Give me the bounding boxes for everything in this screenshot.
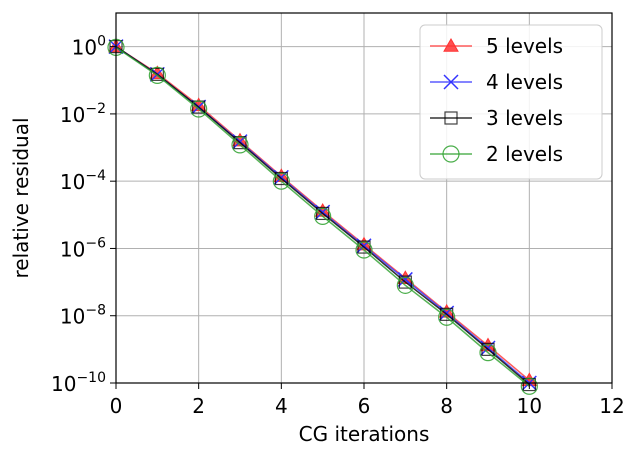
x-tick-label: 8 (440, 394, 453, 418)
legend-marker (444, 111, 458, 125)
legend-item: 2 levels (430, 142, 563, 166)
x-tick-label: 4 (275, 394, 288, 418)
legend-label: 4 levels (486, 70, 563, 94)
legend: 5 levels 4 levels 3 levels 2 levels (419, 24, 603, 180)
marker-stroke (397, 271, 413, 287)
legend-marker (442, 145, 460, 163)
legend-item: 4 levels (430, 70, 563, 94)
y-tick-label: 10−8 (60, 303, 106, 329)
marker-stroke (443, 74, 459, 90)
data-point (438, 308, 456, 326)
legend-item: 3 levels (430, 106, 563, 130)
data-point (148, 66, 166, 84)
data-point (316, 206, 330, 221)
x-tick-label: 2 (192, 394, 205, 418)
data-point (272, 172, 290, 190)
legend-item: 5 levels (430, 34, 563, 58)
data-point (274, 171, 288, 186)
legend-label: 3 levels (486, 106, 563, 130)
x-axis-ticks: 0 2 4 6 8 10 12 (110, 383, 625, 418)
data-point (314, 207, 332, 225)
legend-label: 2 levels (486, 142, 563, 166)
series-line (115, 46, 530, 387)
data-point (231, 136, 249, 154)
legend-label: 5 levels (486, 34, 563, 58)
data-point (397, 271, 413, 287)
data-point (396, 276, 414, 294)
legend-marker (443, 37, 459, 52)
data-point (355, 241, 373, 259)
legend-box (419, 24, 603, 180)
data-point (150, 67, 164, 81)
data-point (398, 275, 412, 289)
y-tick-label: 10−4 (60, 168, 106, 194)
data-point (481, 342, 495, 356)
y-axis-label: relative residual (9, 117, 33, 278)
x-tick-label: 0 (110, 394, 123, 418)
x-tick-label: 6 (358, 394, 371, 418)
data-point (440, 307, 454, 321)
y-tick-label: 10−6 (60, 235, 106, 261)
x-tick-label: 10 (517, 394, 542, 418)
data-point (357, 240, 371, 254)
x-tick-label: 12 (599, 394, 624, 418)
legend-marker (443, 74, 459, 90)
y-axis-ticks: 100 10−2 10−4 10−6 10−8 10−10 (51, 34, 116, 396)
x-axis-label: CG iterations (299, 422, 430, 446)
y-tick-label: 10−10 (51, 370, 106, 396)
data-point (479, 344, 497, 362)
y-tick-label: 10−2 (60, 101, 106, 127)
data-point (190, 100, 208, 118)
series-line (115, 46, 530, 386)
y-tick-label: 100 (72, 34, 106, 60)
data-point (520, 377, 538, 395)
series-layer (107, 38, 538, 395)
